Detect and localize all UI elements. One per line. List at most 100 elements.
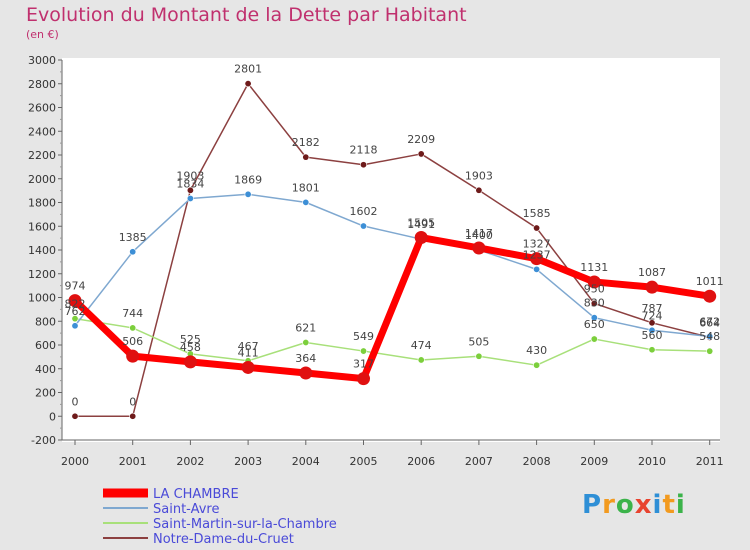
data-label: 1131 bbox=[580, 261, 608, 274]
data-label: 830 bbox=[584, 297, 605, 310]
axes: -200020040060080010001200140016001800200… bbox=[28, 54, 724, 468]
y-tick-label: 800 bbox=[35, 315, 56, 328]
data-label: 1869 bbox=[234, 173, 262, 186]
data-label: 1602 bbox=[350, 205, 378, 218]
data-point bbox=[706, 332, 714, 340]
series-line-2 bbox=[74, 317, 711, 366]
data-labels: 762 1385 1834 1869 1801 1602 1491 1400 1237 830 72… bbox=[65, 63, 724, 409]
data-point bbox=[417, 356, 425, 364]
chart-subtitle: (en €) bbox=[26, 28, 59, 41]
data-point bbox=[126, 349, 140, 363]
proxiti-logo: Proxiti bbox=[582, 490, 686, 520]
y-tick-label: 2400 bbox=[28, 125, 56, 138]
series-line-1 bbox=[74, 193, 711, 338]
data-point bbox=[359, 222, 367, 230]
data-point bbox=[129, 324, 137, 332]
data-label: 672 bbox=[699, 315, 720, 328]
data-label: 430 bbox=[526, 344, 547, 357]
chart-title: Evolution du Montant de la Dette par Hab… bbox=[26, 4, 467, 26]
data-point bbox=[648, 326, 656, 334]
data-label: 1505 bbox=[407, 217, 435, 230]
x-tick-label: 2010 bbox=[638, 455, 666, 468]
data-point bbox=[475, 352, 483, 360]
y-tick-label: 1800 bbox=[28, 197, 56, 210]
data-label: 458 bbox=[180, 341, 201, 354]
series-line-3 bbox=[74, 82, 711, 417]
x-tick-label: 2006 bbox=[407, 455, 435, 468]
data-point bbox=[590, 314, 598, 322]
data-label: 621 bbox=[295, 322, 316, 335]
x-tick-label: 2000 bbox=[61, 455, 89, 468]
data-label: 1585 bbox=[523, 207, 551, 220]
y-tick-label: 600 bbox=[35, 339, 56, 352]
legend: LA CHAMBRESaint-AvreSaint-Martin-sur-la-… bbox=[103, 487, 337, 547]
x-tick-label: 2009 bbox=[580, 455, 608, 468]
y-tick-label: 3000 bbox=[28, 54, 56, 67]
data-point bbox=[645, 280, 659, 294]
x-tick-label: 2001 bbox=[119, 455, 147, 468]
data-label: 2182 bbox=[292, 136, 320, 149]
legend-label: LA CHAMBRE bbox=[153, 487, 239, 502]
data-point bbox=[472, 241, 486, 255]
data-point bbox=[703, 289, 717, 303]
data-label: 560 bbox=[642, 329, 663, 342]
data-label: 549 bbox=[353, 330, 374, 343]
data-point bbox=[129, 248, 137, 256]
data-point bbox=[129, 412, 137, 420]
plot-area bbox=[62, 58, 720, 442]
x-tick-label: 2003 bbox=[234, 455, 262, 468]
x-tick-label: 2008 bbox=[523, 455, 551, 468]
y-tick-label: 2000 bbox=[28, 173, 56, 186]
y-tick-label: 1600 bbox=[28, 220, 56, 233]
data-point bbox=[359, 347, 367, 355]
data-label: 1491 bbox=[407, 218, 435, 231]
data-label: 317 bbox=[353, 358, 374, 371]
data-point bbox=[71, 412, 79, 420]
data-label: 1327 bbox=[523, 238, 551, 251]
data-label: 2209 bbox=[407, 133, 435, 146]
data-point bbox=[299, 366, 313, 380]
x-tick-label: 2002 bbox=[176, 455, 204, 468]
y-tick-label: -200 bbox=[31, 434, 56, 447]
data-label: 1801 bbox=[292, 181, 320, 194]
data-point bbox=[475, 186, 483, 194]
data-point bbox=[357, 372, 370, 386]
data-point bbox=[302, 153, 310, 161]
data-label: 506 bbox=[122, 335, 143, 348]
legend-label: Notre-Dame-du-Cruet bbox=[153, 532, 294, 547]
y-tick-label: 200 bbox=[35, 387, 56, 400]
data-label: 787 bbox=[642, 302, 663, 315]
legend-label: Saint-Avre bbox=[153, 502, 219, 517]
data-label: 548 bbox=[699, 330, 720, 343]
data-point bbox=[302, 198, 310, 206]
data-point bbox=[530, 252, 544, 266]
x-tick-label: 2011 bbox=[696, 455, 724, 468]
data-label: 364 bbox=[295, 352, 316, 365]
y-tick-label: 1000 bbox=[28, 292, 56, 305]
data-label: 1903 bbox=[465, 169, 493, 182]
data-point bbox=[71, 322, 79, 330]
y-tick-label: 2200 bbox=[28, 149, 56, 162]
data-label: 724 bbox=[642, 309, 663, 322]
data-label: 1087 bbox=[638, 266, 666, 279]
data-point bbox=[533, 265, 541, 273]
data-point bbox=[359, 161, 367, 169]
logo-letter: i bbox=[675, 490, 686, 520]
data-point bbox=[648, 346, 656, 354]
data-label: 1385 bbox=[119, 231, 147, 244]
data-label: 822 bbox=[65, 298, 86, 311]
legend-label: Saint-Martin-sur-la-Chambre bbox=[153, 517, 337, 532]
logo-letter: o bbox=[615, 490, 635, 520]
data-label: 1400 bbox=[465, 229, 493, 242]
series-line-0 bbox=[71, 234, 714, 383]
x-tick-label: 2005 bbox=[350, 455, 378, 468]
data-point bbox=[244, 80, 252, 88]
logo-letter: r bbox=[602, 490, 616, 520]
data-point bbox=[244, 190, 252, 198]
data-point bbox=[590, 335, 598, 343]
logo-letter: i bbox=[652, 490, 663, 520]
logo-letter: t bbox=[662, 490, 676, 520]
y-tick-label: 400 bbox=[35, 363, 56, 376]
data-label: 505 bbox=[468, 335, 489, 348]
data-label: 1903 bbox=[176, 169, 204, 182]
